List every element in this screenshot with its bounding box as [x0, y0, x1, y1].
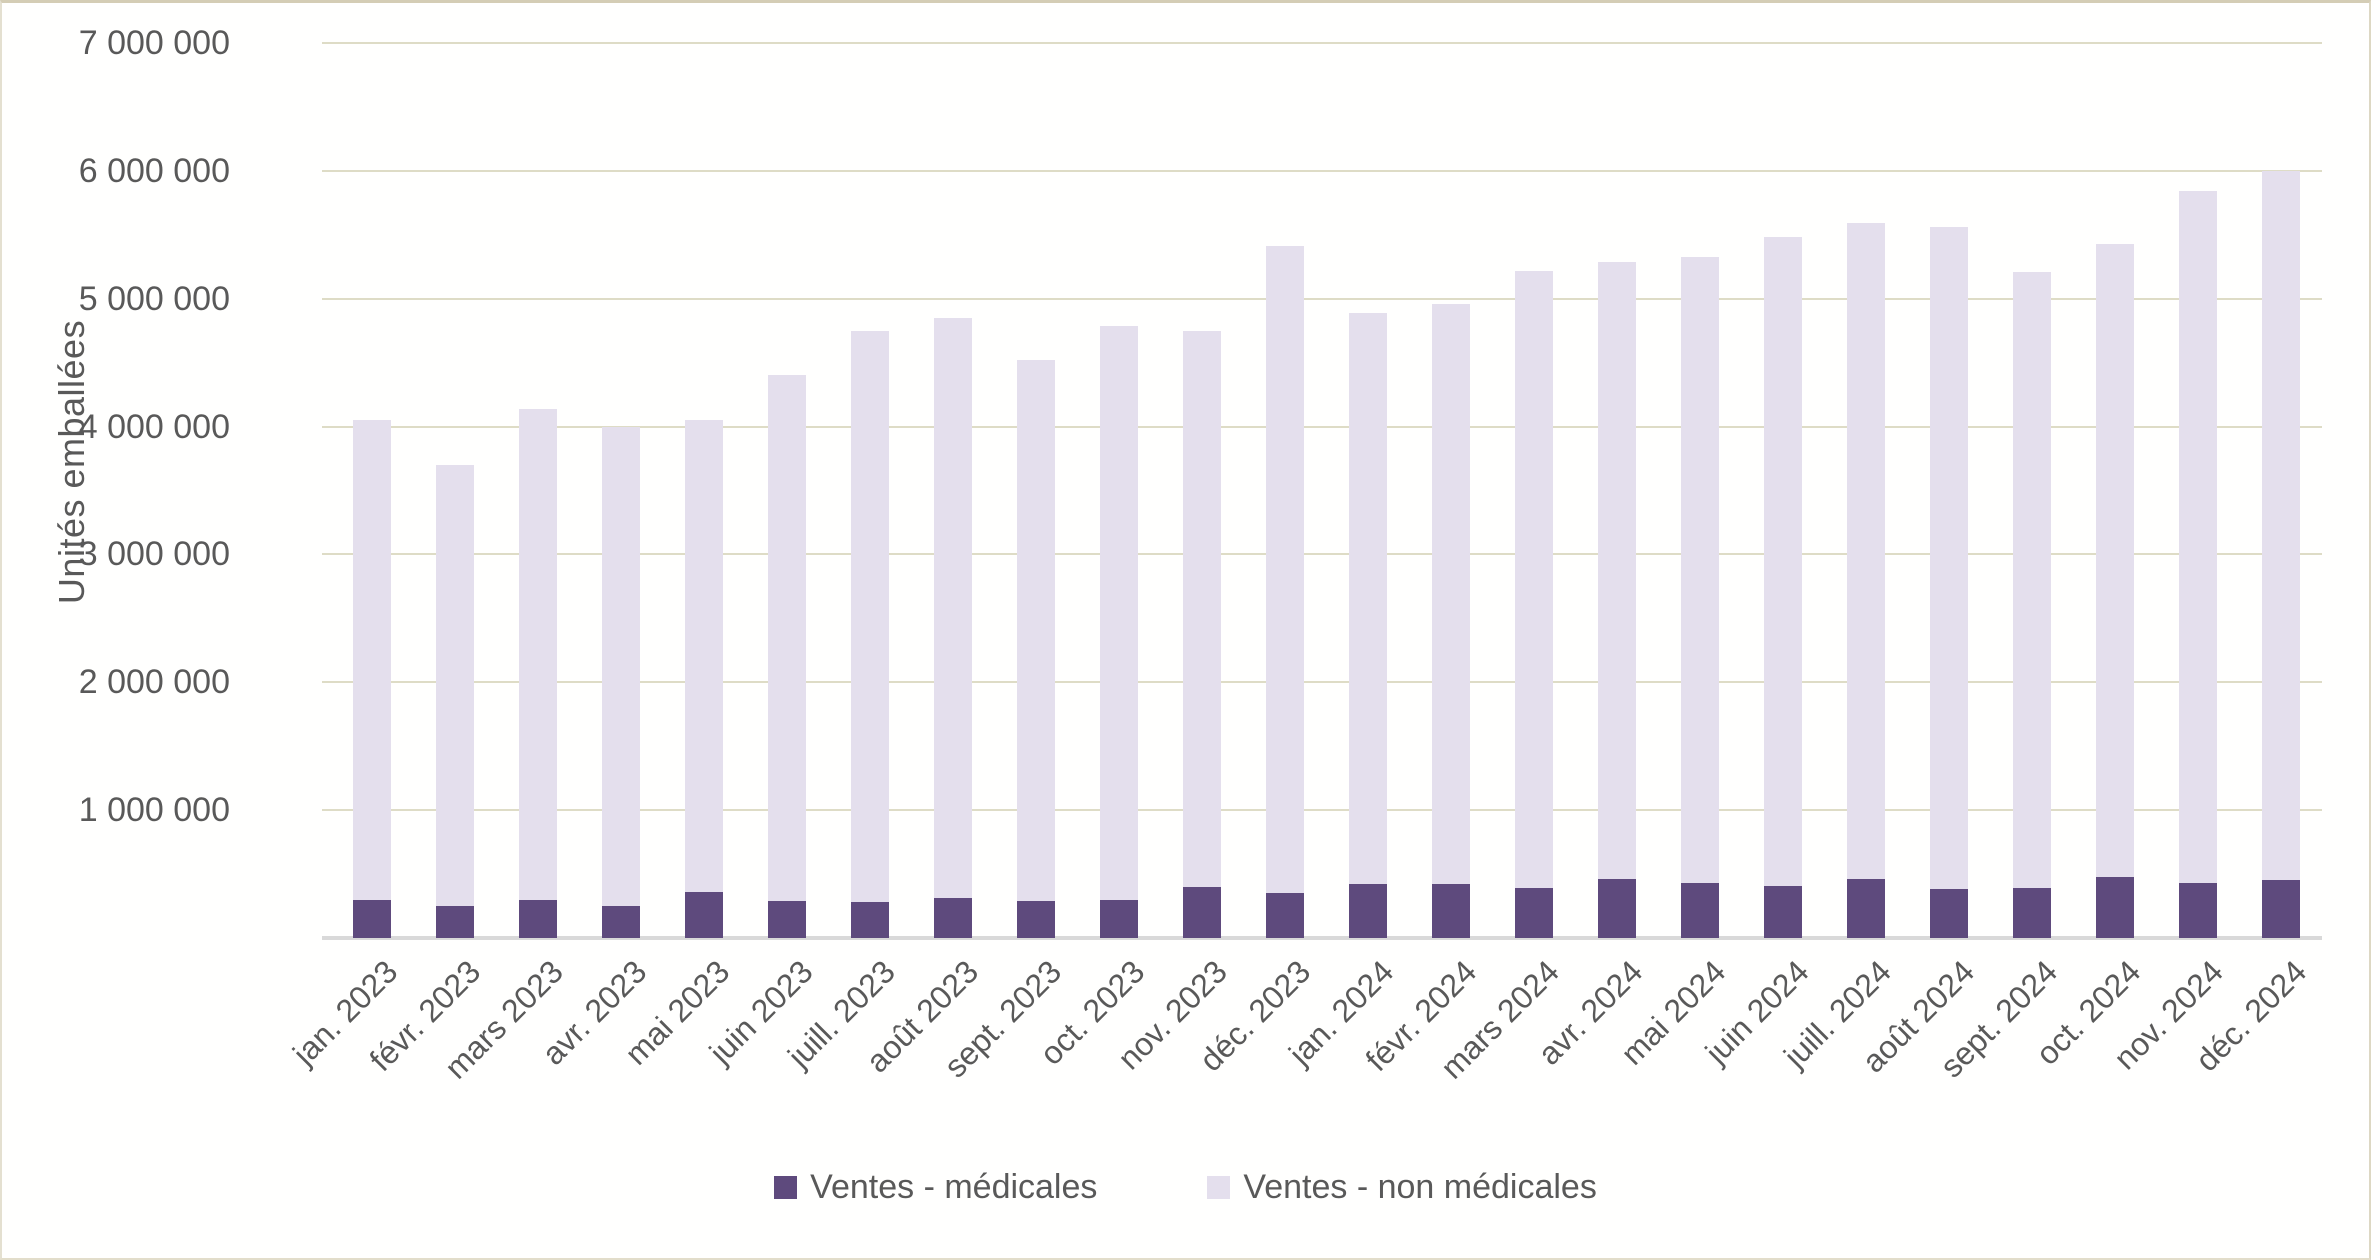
bar-août-2024 — [1929, 227, 1968, 938]
bar-déc--2023 — [1265, 246, 1304, 938]
segment-medicales — [850, 902, 889, 938]
segment-medicales — [1680, 883, 1719, 938]
segment-medicales — [1016, 900, 1055, 938]
segment-non-medicales — [2012, 271, 2051, 889]
segment-non-medicales — [1182, 330, 1221, 887]
bar-févr--2024 — [1431, 303, 1470, 938]
bar-mars-2024 — [1514, 270, 1553, 938]
y-tick-label-4000000: 4 000 000 — [78, 407, 230, 446]
segment-non-medicales — [1431, 303, 1470, 885]
gridline-7000000 — [322, 42, 2322, 44]
bar-avr--2023 — [601, 426, 640, 938]
y-tick-label-6000000: 6 000 000 — [78, 151, 230, 190]
legend-item-medicales: Ventes - médicales — [774, 1168, 1097, 1207]
bar-sept--2024 — [2012, 271, 2051, 938]
legend-item-non-medicales: Ventes - non médicales — [1207, 1168, 1597, 1207]
segment-non-medicales — [2261, 170, 2300, 881]
segment-medicales — [1265, 893, 1304, 938]
segment-non-medicales — [1929, 227, 1968, 890]
segment-non-medicales — [601, 426, 640, 907]
segment-non-medicales — [352, 420, 391, 900]
segment-medicales — [2012, 888, 2051, 938]
bar-mai-2023 — [684, 420, 723, 938]
segment-non-medicales — [684, 420, 723, 892]
gridline-6000000 — [322, 169, 2322, 172]
segment-non-medicales — [1348, 312, 1387, 885]
segment-medicales — [518, 899, 557, 938]
segment-medicales — [2178, 883, 2217, 938]
segment-medicales — [933, 898, 972, 938]
segment-medicales — [1099, 899, 1138, 938]
bar-juin-2024 — [1763, 237, 1802, 938]
bar-juill--2024 — [1846, 223, 1885, 938]
bar-nov--2023 — [1182, 330, 1221, 938]
bar-déc--2024 — [2261, 170, 2300, 938]
segment-non-medicales — [2095, 243, 2134, 877]
legend-swatch-non-medicales — [1207, 1176, 1231, 1199]
y-tick-label-7000000: 7 000 000 — [78, 24, 230, 62]
segment-medicales — [684, 891, 723, 938]
bar-oct--2024 — [2095, 243, 2134, 938]
y-tick-label-2000000: 2 000 000 — [78, 663, 230, 702]
segment-non-medicales — [518, 408, 557, 900]
segment-medicales — [2095, 876, 2134, 938]
legend: Ventes - médicales Ventes - non médicales — [0, 1168, 2371, 1207]
segment-non-medicales — [1514, 270, 1553, 889]
x-axis-line — [322, 936, 2322, 940]
bar-juin-2023 — [767, 375, 806, 938]
segment-non-medicales — [933, 317, 972, 899]
bar-juill--2023 — [850, 330, 889, 938]
y-tick-label-1000000: 1 000 000 — [78, 791, 230, 830]
segment-non-medicales — [1597, 261, 1636, 880]
bar-mai-2024 — [1680, 256, 1719, 938]
legend-label-medicales: Ventes - médicales — [810, 1168, 1098, 1206]
segment-medicales — [1431, 884, 1470, 938]
segment-medicales — [1182, 886, 1221, 938]
segment-non-medicales — [1680, 256, 1719, 884]
bar-févr--2023 — [435, 464, 474, 938]
segment-medicales — [1514, 888, 1553, 938]
bar-août-2023 — [933, 317, 972, 938]
segment-medicales — [1846, 879, 1885, 938]
segment-medicales — [601, 906, 640, 938]
segment-medicales — [2261, 880, 2300, 938]
bar-jan--2023 — [352, 420, 391, 938]
bar-oct--2023 — [1099, 325, 1138, 938]
y-tick-label-5000000: 5 000 000 — [78, 279, 230, 318]
segment-non-medicales — [1846, 223, 1885, 880]
segment-medicales — [1763, 885, 1802, 938]
segment-medicales — [1597, 879, 1636, 938]
y-tick-label-3000000: 3 000 000 — [78, 535, 230, 574]
segment-non-medicales — [1265, 246, 1304, 894]
segment-medicales — [1348, 884, 1387, 938]
segment-medicales — [767, 900, 806, 938]
legend-label-non-medicales: Ventes - non médicales — [1243, 1168, 1597, 1206]
segment-non-medicales — [2178, 191, 2217, 884]
bar-avr--2024 — [1597, 261, 1636, 938]
segment-medicales — [352, 899, 391, 938]
segment-non-medicales — [1016, 360, 1055, 901]
segment-medicales — [1929, 889, 1968, 938]
segment-non-medicales — [767, 375, 806, 901]
legend-swatch-medicales — [774, 1176, 798, 1199]
bar-jan--2024 — [1348, 312, 1387, 938]
segment-medicales — [435, 906, 474, 938]
segment-non-medicales — [850, 330, 889, 903]
segment-non-medicales — [435, 464, 474, 907]
bar-nov--2024 — [2178, 191, 2217, 938]
bar-mars-2023 — [518, 408, 557, 938]
bar-sept--2023 — [1016, 360, 1055, 938]
plot-area: 7 000 000 6 000 000 5 000 000 4 000 000 3 00… — [79, 26, 2322, 1086]
segment-non-medicales — [1099, 325, 1138, 900]
segment-non-medicales — [1763, 237, 1802, 886]
